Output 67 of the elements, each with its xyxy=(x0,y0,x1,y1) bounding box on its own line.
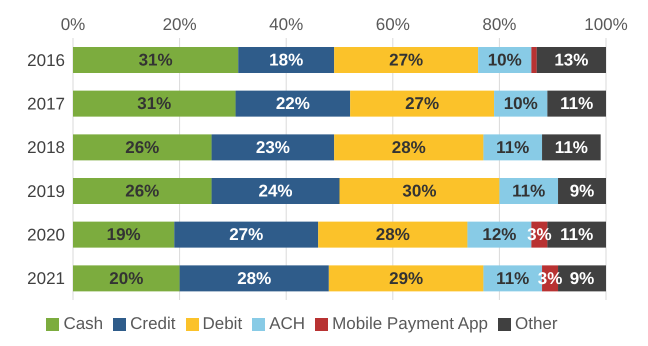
y-tick-label: 2018 xyxy=(27,138,65,158)
x-tick-label: 40% xyxy=(269,15,304,34)
data-label: 13% xyxy=(554,50,588,70)
data-label: 23% xyxy=(256,138,290,157)
data-label: 9% xyxy=(570,268,594,288)
data-label: 27% xyxy=(405,94,440,114)
data-label: 11% xyxy=(554,138,588,157)
data-label: 28% xyxy=(392,138,426,157)
data-label: 11% xyxy=(560,225,594,244)
y-tick-label: 2021 xyxy=(27,269,65,288)
data-label: 26% xyxy=(125,182,160,200)
bar xyxy=(350,90,494,117)
data-label: 18% xyxy=(269,50,304,70)
x-tick-label: 100% xyxy=(584,15,628,34)
data-label: 28% xyxy=(237,268,272,288)
bar xyxy=(334,47,478,73)
data-label: 27% xyxy=(389,50,424,70)
x-tick-label: 80% xyxy=(482,15,516,34)
data-label: 11% xyxy=(560,94,594,114)
bar xyxy=(174,222,318,248)
bar xyxy=(334,134,484,160)
y-tick-label: 2019 xyxy=(27,182,65,201)
data-label: 29% xyxy=(389,268,424,288)
data-label: 11% xyxy=(512,182,546,200)
data-label: 11% xyxy=(496,268,530,288)
data-label: 24% xyxy=(258,182,293,200)
bar xyxy=(531,47,537,73)
bar xyxy=(73,47,238,73)
data-label: 9% xyxy=(570,182,594,200)
bar xyxy=(340,178,500,204)
bar xyxy=(328,265,484,292)
data-label: 30% xyxy=(402,182,436,200)
legend-label: Mobile Payment App xyxy=(332,314,488,333)
bar xyxy=(238,47,334,73)
bar xyxy=(73,178,212,204)
x-tick-label: 60% xyxy=(376,15,410,34)
data-label: 31% xyxy=(137,94,172,114)
y-tick-label: 2020 xyxy=(27,226,65,245)
legend-label: ACH xyxy=(269,314,306,333)
data-label: 10% xyxy=(488,50,522,70)
bar xyxy=(236,90,350,117)
bar xyxy=(73,265,180,292)
data-label: 31% xyxy=(138,50,173,70)
data-label: 19% xyxy=(106,225,141,244)
bar xyxy=(73,134,212,160)
bar xyxy=(73,90,236,117)
data-label: 28% xyxy=(376,225,410,244)
legend-label: Other xyxy=(515,314,558,333)
legend-label: Credit xyxy=(130,314,176,333)
data-label: 22% xyxy=(276,94,310,114)
data-label: 27% xyxy=(229,225,264,244)
bar xyxy=(318,222,468,248)
y-tick-label: 2017 xyxy=(27,94,65,114)
x-tick-label: 20% xyxy=(162,15,197,34)
bar xyxy=(73,222,174,248)
x-tick-label: 0% xyxy=(60,15,86,34)
data-label: 26% xyxy=(125,138,160,157)
bar xyxy=(212,178,340,204)
y-tick-label: 2016 xyxy=(27,50,65,70)
data-label: 20% xyxy=(109,268,144,288)
bar xyxy=(180,265,329,292)
data-label: 12% xyxy=(482,225,516,244)
data-label: 10% xyxy=(504,94,538,114)
data-label: 11% xyxy=(496,138,530,157)
legend-label: Cash xyxy=(63,314,104,333)
bar xyxy=(212,134,334,160)
legend-label: Debit xyxy=(202,314,242,333)
